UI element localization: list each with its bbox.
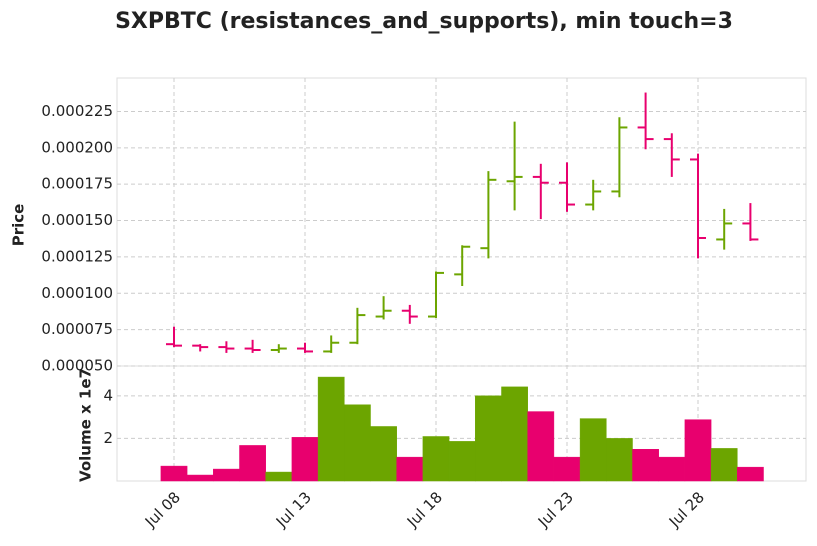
x-tick-label: Jul 08 — [141, 488, 184, 531]
y-tick-label: 0.000150 — [41, 211, 113, 229]
volume-bar — [658, 456, 686, 482]
volume-bar — [291, 437, 319, 482]
x-tick-label: Jul 13 — [272, 488, 315, 531]
volume-bar — [684, 419, 712, 482]
x-tick-label: Jul 28 — [665, 488, 708, 531]
volume-bar — [606, 438, 633, 482]
volume-bar — [527, 411, 555, 482]
y-tick-label: 0.000175 — [41, 175, 113, 193]
volume-bar — [737, 466, 764, 482]
volume-bar — [239, 445, 266, 482]
volume-bar — [265, 471, 293, 482]
y-tick-label: 0.000100 — [41, 284, 113, 302]
volume-bar — [475, 395, 502, 482]
volume-tick-label: 4 — [103, 386, 113, 404]
volume-bar — [710, 448, 738, 482]
volume-bar — [396, 456, 424, 482]
volume-axis-label: Volume x 1e7 — [77, 368, 95, 482]
y-tick-label: 0.000050 — [41, 357, 113, 375]
volume-tick-label: 2 — [103, 429, 113, 447]
y-axis-label: Price — [10, 204, 28, 247]
y-tick-label: 0.000225 — [41, 102, 113, 120]
volume-bar — [632, 449, 659, 482]
volume-bar — [501, 386, 528, 482]
volume-bar — [448, 441, 476, 482]
volume-bar — [186, 474, 214, 482]
y-tick-label: 0.000125 — [41, 247, 113, 265]
volume-bar — [579, 418, 607, 482]
volume-bar — [160, 465, 188, 482]
volume-bar — [422, 436, 450, 482]
x-tick-label: Jul 18 — [403, 488, 446, 531]
volume-bar — [553, 456, 581, 482]
volume-bar — [370, 426, 397, 482]
volume-bar — [317, 376, 345, 482]
volume-bar — [213, 468, 240, 482]
y-tick-label: 0.000200 — [41, 138, 113, 156]
chart-title: SXPBTC (resistances_and_supports), min t… — [115, 9, 733, 34]
x-tick-label: Jul 23 — [534, 488, 577, 531]
y-tick-label: 0.000075 — [41, 320, 113, 338]
volume-bar — [344, 404, 371, 482]
